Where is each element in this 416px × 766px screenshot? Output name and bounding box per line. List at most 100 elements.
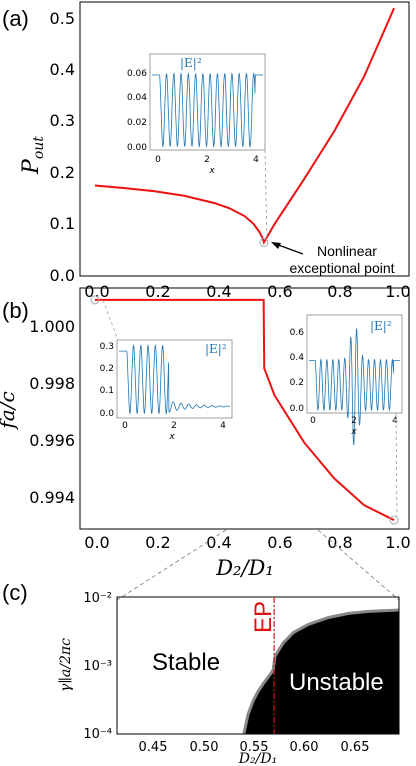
panel-a-xtick-1: 0.2	[145, 282, 170, 301]
inset-a-xtick-2: 4	[253, 155, 259, 165]
panel-a-ytick-2: 0.2	[50, 163, 75, 182]
inset-b2-ytick-1: 0.2	[290, 378, 304, 388]
panel-b-xtick-4: 0.8	[327, 533, 352, 552]
zoom-connector-left	[116, 529, 227, 601]
inset-b1-xtick-0: 0	[122, 421, 128, 431]
panel-a-frame	[79, 1, 410, 277]
inset-b2-ytick-3: 0.6	[290, 328, 305, 338]
panel-b-ticks: 0.0 0.2 0.4 0.6 0.8 1.0 0.994 0.996 0.99…	[29, 317, 411, 552]
panel-c: (c) 0.45 0.50 0.55 0.60 0.65 10⁻⁴ 10⁻³ 1…	[2, 580, 400, 766]
inset-b2-ytick-2: 0.4	[290, 353, 305, 363]
panel-a-xtick-3: 0.6	[267, 282, 292, 301]
panel-b-xtick-2: 0.4	[206, 533, 231, 552]
panel-b-ytick-3: 1.000	[29, 317, 75, 336]
inset-b2-label: |E|²	[370, 319, 392, 333]
inset-a-label: |E|²	[180, 56, 202, 70]
inset-b1-connector	[102, 299, 119, 341]
stability-boundary	[242, 608, 400, 735]
inset-a-ytick-0: 0.00	[127, 143, 147, 153]
inset-a-xlabel: x	[208, 166, 215, 176]
panel-a-xtick-4: 0.8	[327, 282, 352, 301]
panel-a-ticks: 0.0 0.2 0.4 0.6 0.8 1.0 0.0 0.1 0.2 0.3 …	[50, 9, 411, 301]
inset-b1-xlabel: x	[168, 432, 175, 442]
inset-b1-xtick-1: 2	[171, 421, 177, 431]
unstable-region	[243, 610, 399, 734]
panel-c-xtick-0: 0.45	[139, 740, 168, 755]
panel-c-xtick-2: 0.55	[240, 740, 269, 755]
ep-annotation-line2: exceptional point	[289, 260, 394, 276]
frequency-marker-0	[90, 295, 100, 305]
panel-b-xtick-1: 0.2	[145, 533, 170, 552]
ep-marker	[259, 237, 269, 247]
panel-a-ytick-3: 0.3	[50, 111, 75, 130]
inset-b1-ytick-1: 0.1	[100, 386, 114, 396]
inset-b2-connector	[395, 412, 398, 517]
inset-b1-ytick-0: 0.0	[100, 409, 115, 419]
inset-b1-waveform	[119, 343, 230, 416]
panel-c-frame	[116, 596, 400, 735]
inset-b2-xtick-0: 0	[310, 416, 316, 426]
inset-b2-xtick-1: 2	[351, 416, 357, 426]
panel-b: (b) 0.0 0.2 0.4 0.6 0.8 1.0 0.994 0.996 …	[0, 287, 411, 601]
panel-b-xtick-0: 0.0	[84, 533, 109, 552]
inset-a-xtick-0: 0	[155, 155, 161, 165]
panel-c-ytick-0: 10⁻⁴	[83, 727, 112, 742]
frequency-series-line	[94, 298, 395, 521]
panel-a-ylabel: Pout	[19, 136, 47, 175]
panel-b-xtick-5: 1.0	[385, 533, 410, 552]
panel-a-ytick-5: 0.5	[50, 9, 75, 28]
panel-b-ytick-2: 0.998	[29, 374, 75, 393]
inset-b1-xtick-2: 4	[220, 421, 226, 431]
panel-b-frame	[79, 287, 410, 530]
panel-b-xlabel: D₂/D₁	[215, 556, 274, 580]
ep-annotation-line1: Nonlinear	[317, 243, 377, 259]
zoom-connector-right	[317, 529, 400, 601]
inset-b1-ytick-3: 0.3	[100, 342, 114, 352]
inset-a-xtick-1: 2	[204, 155, 210, 165]
panel-c-xlabel: D₂/D₁	[238, 751, 277, 766]
panel-c-xtick-1: 0.50	[190, 740, 219, 755]
panel-b-ylabel: fa/c	[0, 391, 19, 430]
panel-c-regions	[242, 608, 400, 735]
panel-c-ytick-1: 10⁻³	[83, 659, 112, 674]
inset-a-signal	[152, 72, 263, 149]
inset-b2-xlabel: x	[350, 427, 357, 437]
inset-b2-xtick-2: 4	[392, 416, 398, 426]
panel-c-label: (c)	[2, 580, 28, 605]
panel-b-xtick-3: 0.6	[267, 533, 292, 552]
panel-a-ytick-4: 0.4	[50, 60, 75, 79]
inset-b1-ytick-2: 0.2	[100, 364, 114, 374]
panel-b-ytick-0: 0.994	[29, 488, 75, 507]
inset-b2-signal	[309, 328, 400, 446]
panel-a-label: (a)	[2, 6, 29, 31]
inset-a-connector	[264, 149, 268, 242]
panel-c-ylabel: γ∥a/2πc	[58, 638, 74, 692]
panel-b-inset-left: |E|² 0.3 0.2 0.1 0.0 0 2 4 x	[100, 299, 233, 442]
inset-b2-ytick-0: 0.0	[290, 404, 305, 414]
panel-a-xtick-5: 1.0	[385, 282, 410, 301]
region-unstable-label: Unstable	[289, 669, 384, 696]
inset-b1-signal	[119, 343, 230, 416]
ep-line-label: EP	[250, 601, 277, 633]
panel-a-ytick-1: 0.1	[50, 214, 75, 233]
panel-a-xtick-0: 0.0	[84, 282, 109, 301]
region-stable-label: Stable	[152, 649, 220, 676]
frequency-marker-1	[389, 515, 399, 525]
pout-series-line	[94, 7, 395, 245]
panel-a-xtick-2: 0.4	[206, 282, 231, 301]
panel-c-xtick-3: 0.60	[290, 740, 319, 755]
panel-a: (a) 0.0 0.2 0.4 0.6 0.8 1.0 0.0 0.1 0.2 …	[2, 1, 411, 301]
panel-c-ticks: 0.45 0.50 0.55 0.60 0.65 10⁻⁴ 10⁻³ 10⁻²	[83, 591, 369, 755]
inset-a-ytick-2: 0.04	[127, 93, 147, 103]
inset-b2-waveform	[309, 328, 400, 446]
panel-c-xtick-4: 0.65	[341, 740, 370, 755]
panel-c-ytick-2: 10⁻²	[83, 591, 112, 606]
inset-a-ytick-1: 0.02	[127, 118, 147, 128]
panel-b-curve	[90, 295, 399, 525]
inset-a-waveform	[152, 72, 263, 149]
panel-b-inset-right: |E|² 0.6 0.4 0.2 0.0 0 2 4 x	[290, 314, 403, 517]
panel-a-inset: |E|² 0.06 0.04 0.02 0.00 0 2 4 x	[127, 53, 268, 242]
inset-b1-label: |E|²	[205, 342, 227, 356]
panel-a-curve	[94, 7, 395, 247]
